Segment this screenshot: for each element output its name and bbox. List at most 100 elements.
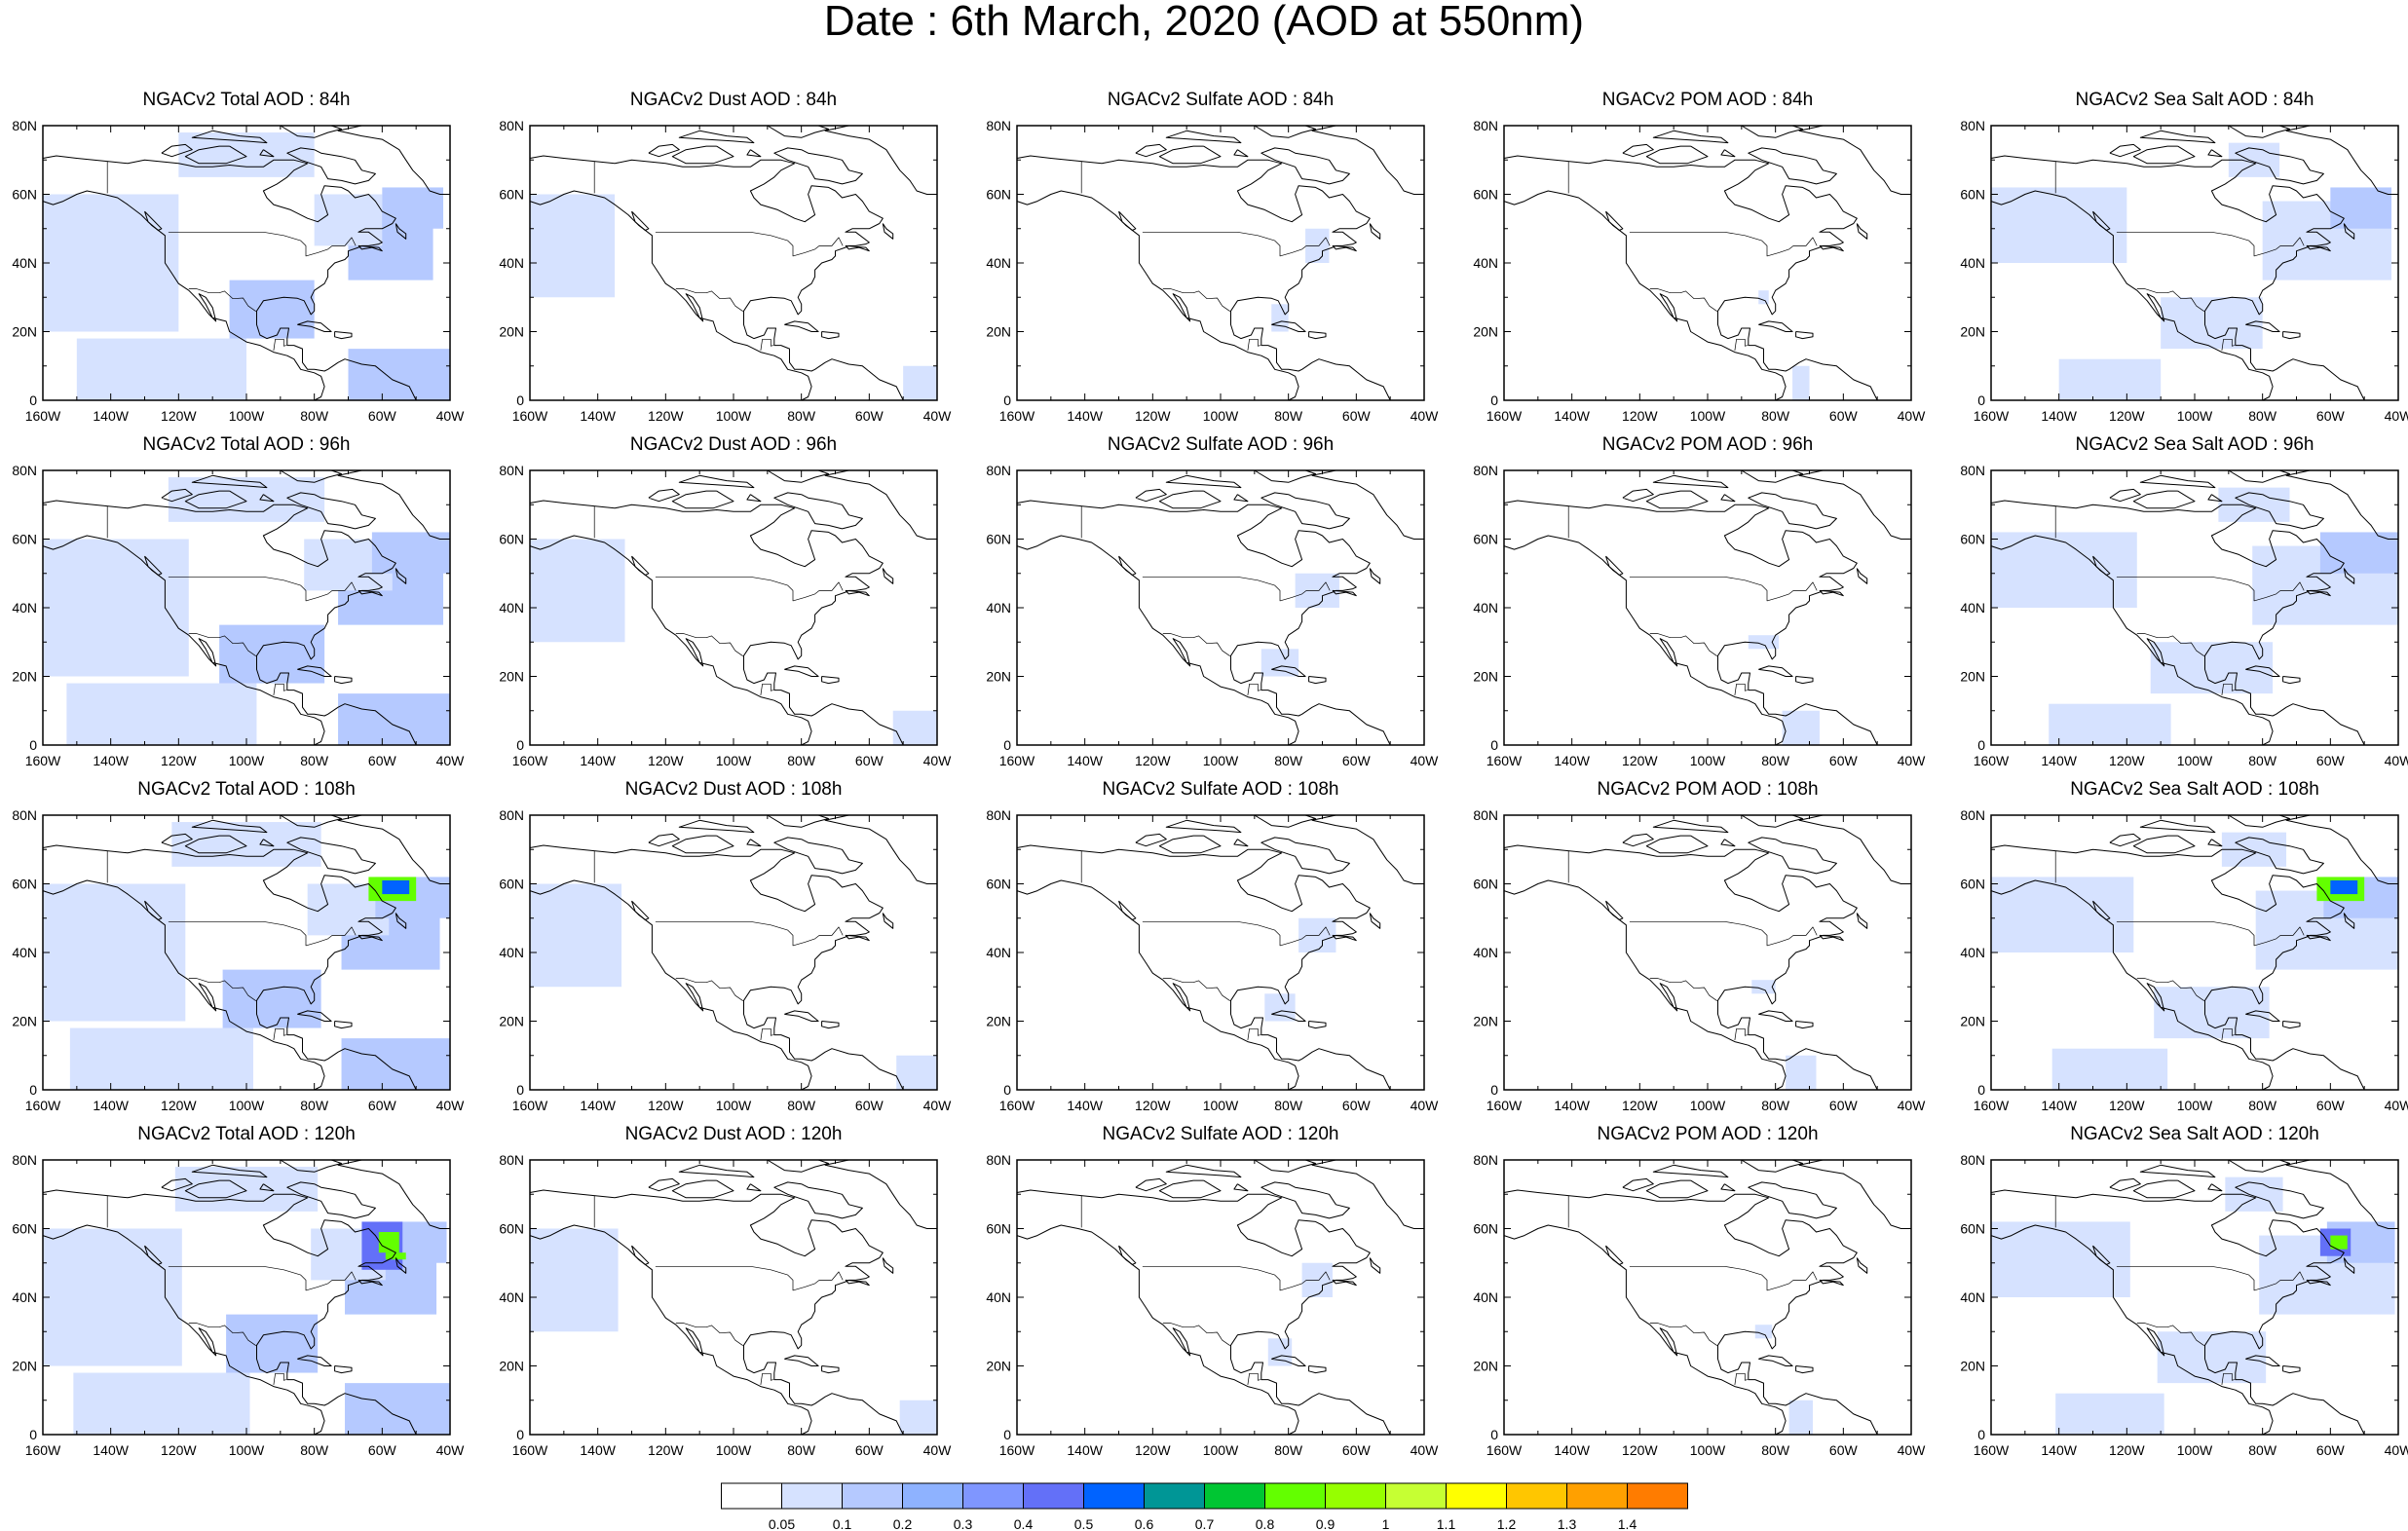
lon-tick-label: 120W bbox=[2109, 1442, 2145, 1458]
coast-path bbox=[1652, 130, 1729, 144]
coast-path bbox=[1311, 125, 1424, 195]
border-path bbox=[760, 1372, 773, 1385]
coast-path bbox=[2207, 839, 2223, 847]
coast-path bbox=[297, 1355, 332, 1366]
coast-path bbox=[2092, 1245, 2111, 1265]
panel-title: NGACv2 Total AOD : 84h bbox=[142, 90, 351, 110]
lat-tick-label: 0 bbox=[29, 392, 37, 408]
lat-tick-label: 20N bbox=[12, 324, 37, 340]
coast-path bbox=[1158, 490, 1222, 509]
border-path bbox=[2116, 231, 2305, 257]
lon-tick-label: 120W bbox=[2109, 1098, 2145, 1113]
lat-tick-label: 40N bbox=[1473, 945, 1498, 960]
coast-path bbox=[1369, 568, 1381, 584]
lon-tick-label: 60W bbox=[1829, 1098, 1859, 1113]
border-path bbox=[2136, 978, 2204, 1001]
coast-path bbox=[337, 1159, 450, 1229]
lat-tick-label: 80N bbox=[1473, 1152, 1498, 1168]
coast-path bbox=[2132, 1179, 2196, 1199]
colorbar-box bbox=[1627, 1482, 1688, 1510]
coast-path bbox=[2282, 1365, 2301, 1374]
lat-tick-label: 60N bbox=[1473, 1221, 1498, 1237]
coast-path bbox=[286, 1181, 376, 1219]
lon-tick-label: 80W bbox=[2248, 1098, 2277, 1113]
map-panel: NGACv2 Sea Salt AOD : 108h 160W 140W 120W 10… bbox=[1948, 779, 2408, 1125]
lon-tick-label: 60W bbox=[855, 1098, 884, 1113]
map-panel: NGACv2 Sea Salt AOD : 84h 160W 140W 120W 100… bbox=[1948, 90, 2408, 435]
coast-path bbox=[2207, 1183, 2223, 1192]
border-path bbox=[1649, 288, 1717, 312]
coast-path bbox=[337, 814, 450, 884]
coastline bbox=[1016, 814, 1424, 1091]
lat-tick-label: 0 bbox=[29, 1082, 37, 1098]
lon-tick-label: 120W bbox=[2109, 753, 2145, 768]
coast-path bbox=[1165, 819, 1242, 834]
axis-ticks bbox=[1503, 1159, 1912, 1436]
lon-tick-label: 100W bbox=[1690, 408, 1726, 424]
coast-path bbox=[2207, 149, 2223, 158]
axis-ticks bbox=[42, 814, 451, 1091]
border-path bbox=[2136, 1323, 2204, 1346]
aod-shading bbox=[1991, 832, 2398, 1090]
coast-path bbox=[334, 1365, 353, 1374]
coast-path bbox=[161, 488, 193, 503]
lat-tick-label: 80N bbox=[1960, 807, 1985, 823]
coast-path bbox=[631, 210, 650, 231]
panel-title: NGACv2 Sulfate AOD : 120h bbox=[1102, 1124, 1339, 1144]
lat-tick-label: 0 bbox=[1977, 1082, 1985, 1098]
aod-region bbox=[530, 539, 625, 643]
border-path bbox=[1629, 576, 1818, 602]
coast-path bbox=[259, 149, 275, 158]
coast-path bbox=[1233, 1183, 1249, 1192]
coast-path bbox=[631, 555, 650, 576]
aod-region bbox=[371, 532, 450, 574]
panel-title: NGACv2 Total AOD : 96h bbox=[142, 434, 351, 455]
border-path bbox=[2116, 576, 2305, 602]
axis-ticks bbox=[1016, 125, 1425, 401]
lon-tick-label: 80W bbox=[300, 753, 329, 768]
border-path bbox=[1162, 1323, 1230, 1346]
panel-title: NGACv2 Sea Salt AOD : 120h bbox=[2070, 1124, 2319, 1144]
lon-tick-label: 120W bbox=[648, 753, 684, 768]
coast-path bbox=[2139, 1164, 2216, 1178]
coast-path bbox=[1311, 1159, 1424, 1229]
lat-tick-label: 80N bbox=[986, 1152, 1011, 1168]
lon-tick-label: 80W bbox=[1274, 1442, 1303, 1458]
aod-region bbox=[2319, 532, 2398, 574]
lon-tick-label: 40W bbox=[2385, 1098, 2408, 1113]
coast-path bbox=[357, 244, 383, 252]
lat-tick-label: 80N bbox=[12, 807, 37, 823]
map-plot: 160W 140W 120W 100W 80W 60W 40W 0 20N 40N 60N 80N bbox=[499, 1152, 952, 1458]
coast-path bbox=[882, 223, 894, 240]
map-panel: NGACv2 Total AOD : 96h 160W 140W 120W 100W 80… bbox=[0, 434, 487, 780]
coast-path bbox=[1118, 210, 1137, 231]
aod-region bbox=[43, 539, 189, 677]
aod-region bbox=[1758, 290, 1769, 305]
lon-tick-label: 120W bbox=[1622, 408, 1658, 424]
map-panel: NGACv2 Dust AOD : 84h 160W 140W 120W 100W 80W… bbox=[487, 90, 974, 435]
coast-path bbox=[2235, 147, 2324, 185]
lat-tick-label: 0 bbox=[1977, 1427, 1985, 1442]
aod-region bbox=[338, 693, 450, 745]
lat-tick-label: 40N bbox=[986, 945, 1011, 960]
lon-tick-label: 60W bbox=[368, 1098, 397, 1113]
coast-path bbox=[648, 1177, 680, 1192]
coast-path bbox=[1254, 469, 1316, 483]
lat-tick-label: 40N bbox=[499, 945, 524, 960]
lon-tick-label: 60W bbox=[1342, 1442, 1372, 1458]
border-path bbox=[2136, 633, 2204, 656]
coast-path bbox=[1819, 589, 1844, 597]
border-path bbox=[188, 633, 256, 656]
border-path bbox=[168, 576, 357, 602]
lon-tick-label: 140W bbox=[1067, 1098, 1103, 1113]
lon-tick-label: 80W bbox=[1761, 753, 1790, 768]
coast-path bbox=[1720, 149, 1736, 158]
lat-tick-label: 20N bbox=[12, 1014, 37, 1029]
colorbar-label: 1.3 bbox=[1558, 1516, 1577, 1531]
aod-region bbox=[219, 624, 325, 684]
coast-path bbox=[1622, 488, 1654, 503]
border-path bbox=[1649, 978, 1717, 1001]
lat-tick-label: 60N bbox=[1473, 532, 1498, 547]
lon-tick-label: 100W bbox=[229, 1098, 265, 1113]
lon-tick-label: 40W bbox=[923, 408, 953, 424]
